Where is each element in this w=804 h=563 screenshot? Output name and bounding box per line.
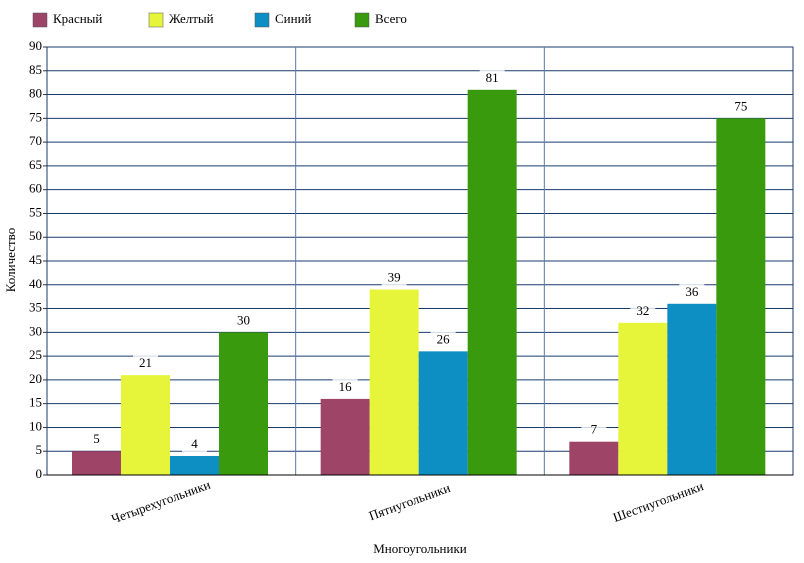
bar-value-bg (479, 69, 505, 86)
bar (716, 118, 766, 475)
legend-swatch (32, 12, 48, 28)
y-tick-label: 90 (29, 38, 42, 53)
bar (121, 375, 170, 475)
bar-value-label: 39 (388, 270, 401, 285)
bar-value-label: 26 (437, 331, 451, 346)
y-tick-label: 50 (29, 228, 42, 243)
bar-value-label: 30 (237, 312, 250, 327)
bar (618, 322, 668, 475)
y-tick-label: 80 (29, 86, 42, 101)
y-tick-label: 85 (29, 62, 42, 77)
y-tick-label: 75 (29, 109, 42, 124)
bar-value-bg (728, 98, 754, 115)
y-tick-label: 10 (29, 418, 42, 433)
x-tick-label: Пятиугольники (367, 480, 452, 523)
y-tick-label: 0 (36, 466, 43, 481)
bar (467, 89, 517, 476)
bar-value-bg (430, 331, 456, 348)
y-tick-label: 15 (29, 395, 42, 410)
bar-value-bg (679, 283, 705, 300)
bar-value-label: 21 (139, 355, 152, 370)
legend-swatch (354, 12, 370, 28)
bar-value-bg (84, 431, 109, 448)
y-tick-label: 5 (36, 442, 43, 457)
y-tick-label: 65 (29, 157, 42, 172)
bar-value-bg (630, 302, 656, 319)
legend-label: Красный (53, 11, 102, 26)
y-tick-label: 30 (29, 323, 42, 338)
y-tick-label: 40 (29, 276, 42, 291)
bar-value-bg (133, 355, 158, 372)
bar-value-label: 4 (191, 436, 198, 451)
legend-label: Синий (275, 11, 312, 26)
bar (418, 351, 468, 475)
y-tick-label: 25 (29, 347, 42, 362)
bar-value-bg (332, 378, 358, 395)
y-axis-label: Количество (3, 228, 18, 292)
bar-value-bg (231, 312, 256, 329)
bar (72, 451, 121, 475)
legend-label: Желтый (169, 11, 214, 26)
x-tick-label: Четырехугольники (109, 477, 212, 527)
bar-value-label: 36 (685, 284, 699, 299)
bar-value-label: 81 (486, 70, 499, 85)
y-tick-label: 60 (29, 181, 42, 196)
bar-value-label: 16 (339, 379, 353, 394)
x-axis-label: Многоугольники (373, 541, 467, 556)
y-tick-label: 35 (29, 300, 42, 315)
y-tick-label: 45 (29, 252, 42, 267)
bar (219, 332, 268, 475)
bar (369, 289, 419, 475)
bar-value-label: 75 (734, 98, 747, 113)
legend-label: Всего (375, 11, 407, 26)
legend-swatch (148, 12, 164, 28)
bar-value-label: 7 (591, 422, 598, 437)
y-tick-label: 70 (29, 133, 42, 148)
bar-value-bg (182, 435, 207, 452)
y-tick-label: 20 (29, 371, 42, 386)
bar (569, 441, 619, 475)
bar (667, 303, 717, 475)
bar (320, 398, 370, 475)
legend-swatch (254, 12, 270, 28)
bar-value-bg (581, 421, 607, 438)
y-tick-label: 55 (29, 204, 42, 219)
x-tick-label: Шестиугольники (611, 478, 705, 525)
bar-value-label: 32 (636, 303, 649, 318)
bar (170, 455, 219, 475)
bar-value-label: 5 (93, 431, 100, 446)
bar-value-bg (381, 269, 407, 286)
